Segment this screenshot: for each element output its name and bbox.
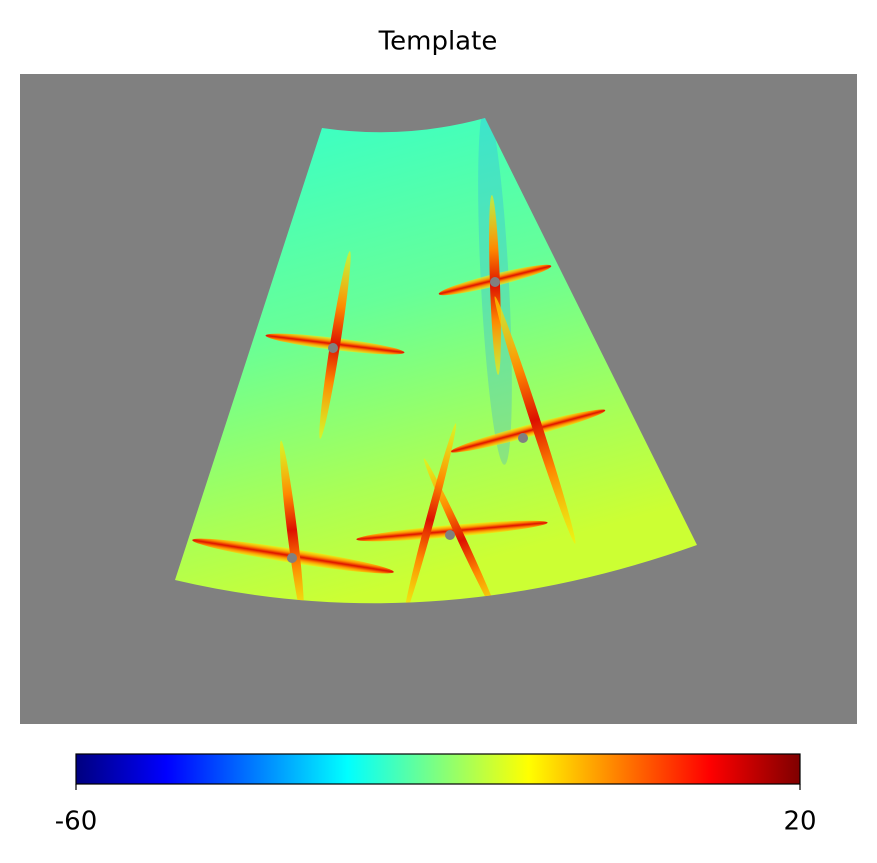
feature (423, 458, 501, 604)
feature (403, 423, 457, 604)
map-region (175, 118, 697, 604)
colorbar-tick-label: -60 (55, 807, 97, 837)
feature (494, 296, 576, 544)
colorbar-scale (75, 753, 801, 785)
masked-point (328, 343, 338, 353)
chart-title: Template (378, 27, 498, 57)
feature (279, 440, 305, 604)
colorbar-tick-label: 20 (783, 807, 816, 837)
masked-point (287, 553, 297, 563)
masked-point (490, 277, 500, 287)
map-features (192, 118, 606, 604)
masked-point (445, 530, 455, 540)
masked-point (518, 433, 528, 443)
feature (450, 409, 606, 453)
colorbar: -60 20 (55, 753, 817, 837)
